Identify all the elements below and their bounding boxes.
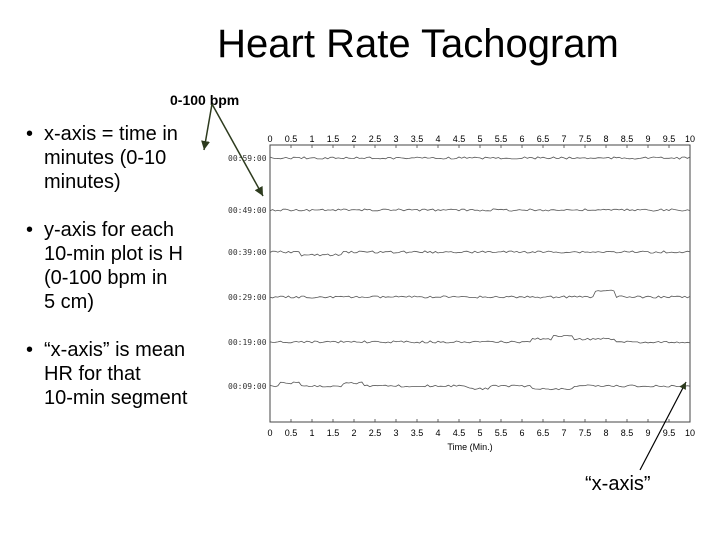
row-time-label: 00:29:00: [228, 293, 267, 302]
arrow-to-y-axis: [211, 103, 264, 197]
arrow-to-x-axis-bullet: [201, 103, 213, 151]
x-tick-label-bottom: 7: [561, 428, 566, 438]
plot-frame: [269, 144, 691, 423]
x-tick-label-top: 3.5: [411, 134, 424, 144]
hr-series-line: [269, 250, 691, 257]
x-tick-label-bottom: 9: [645, 428, 650, 438]
x-tick-label-bottom: 6.5: [537, 428, 550, 438]
x-tick-label-bottom: 9.5: [663, 428, 676, 438]
x-tick-label-top: 4: [435, 134, 440, 144]
x-tick-label-bottom: 8.5: [621, 428, 634, 438]
x-tick-label-top: 5: [477, 134, 482, 144]
hr-series-line: [269, 381, 691, 391]
hr-series-line: [269, 156, 691, 160]
annotation-arrows: [201, 103, 687, 471]
x-tick-label-top: 7: [561, 134, 566, 144]
x-tick-label-bottom: 7.5: [579, 428, 592, 438]
x-tick-label-bottom: 0.5: [285, 428, 298, 438]
x-axis-label: Time (Min.): [447, 442, 492, 452]
x-axis-callout-label: “x-axis”: [585, 473, 651, 495]
row-time-label: 00:19:00: [228, 338, 267, 347]
x-tick-label-bottom: 1: [309, 428, 314, 438]
bullet-item: x-axis = time in minutes (0-10 minutes): [26, 122, 226, 194]
x-tick-label-top: 0: [267, 134, 272, 144]
hr-series-line: [269, 335, 691, 344]
x-tick-label-bottom: 6: [519, 428, 524, 438]
bullet-item: y-axis for each 10-min plot is H (0-100 …: [26, 218, 226, 314]
row-time-label: 00:39:00: [228, 248, 267, 257]
x-tick-label-bottom: 3: [393, 428, 398, 438]
x-tick-label-top: 10: [685, 134, 695, 144]
x-tick-label-top: 2: [351, 134, 356, 144]
x-tick-label-bottom: 2.5: [369, 428, 382, 438]
hr-series-line: [269, 289, 691, 299]
x-tick-label-top: 6: [519, 134, 524, 144]
x-tick-label-top: 1: [309, 134, 314, 144]
x-tick-label-top: 9.5: [663, 134, 676, 144]
x-tick-label-top: 9: [645, 134, 650, 144]
x-tick-label-bottom: 4.5: [453, 428, 466, 438]
row-time-label: 00:59:00: [228, 154, 267, 163]
x-tick-label-bottom: 10: [685, 428, 695, 438]
arrow-to-mean-line: [639, 381, 687, 471]
x-tick-label-bottom: 5.5: [495, 428, 508, 438]
bullet-item: “x-axis” is mean HR for that 10-min segm…: [26, 338, 226, 410]
chart-plot-area: 0 0 0.5 0.5 1 1 1.5 1.5 2 2 2.5 2.5 3 3 3.5 3.5 4 4 4.5 4.5…: [228, 134, 695, 452]
x-tick-label-top: 7.5: [579, 134, 592, 144]
bullet-list: x-axis = time in minutes (0-10 minutes) …: [26, 122, 226, 434]
x-tick-label-bottom: 2: [351, 428, 356, 438]
x-tick-label-top: 1.5: [327, 134, 340, 144]
x-tick-label-top: 3: [393, 134, 398, 144]
slide-title: Heart Rate Tachogram: [217, 22, 619, 66]
x-tick-label-bottom: 5: [477, 428, 482, 438]
x-tick-label-top: 4.5: [453, 134, 466, 144]
x-tick-label-top: 5.5: [495, 134, 508, 144]
row-time-label: 00:49:00: [228, 206, 267, 215]
bullet-text: x-axis = time in minutes (0-10 minutes): [44, 123, 178, 193]
bullet-text: y-axis for each 10-min plot is H (0-100 …: [44, 219, 183, 313]
x-tick-label-bottom: 0: [267, 428, 272, 438]
bullet-text: “x-axis” is mean HR for that 10-min segm…: [44, 339, 188, 409]
x-tick-label-bottom: 3.5: [411, 428, 424, 438]
x-tick-label-top: 2.5: [369, 134, 382, 144]
x-tick-label-top: 8.5: [621, 134, 634, 144]
x-tick-label-top: 6.5: [537, 134, 550, 144]
bpm-range-label: 0-100 bpm: [170, 92, 240, 108]
hr-series-line: [269, 208, 691, 212]
x-tick-label-top: 0.5: [285, 134, 298, 144]
row-time-label: 00:09:00: [228, 382, 267, 391]
x-tick-label-bottom: 4: [435, 428, 440, 438]
x-tick-label-top: 8: [603, 134, 608, 144]
x-tick-label-bottom: 1.5: [327, 428, 340, 438]
x-tick-label-bottom: 8: [603, 428, 608, 438]
